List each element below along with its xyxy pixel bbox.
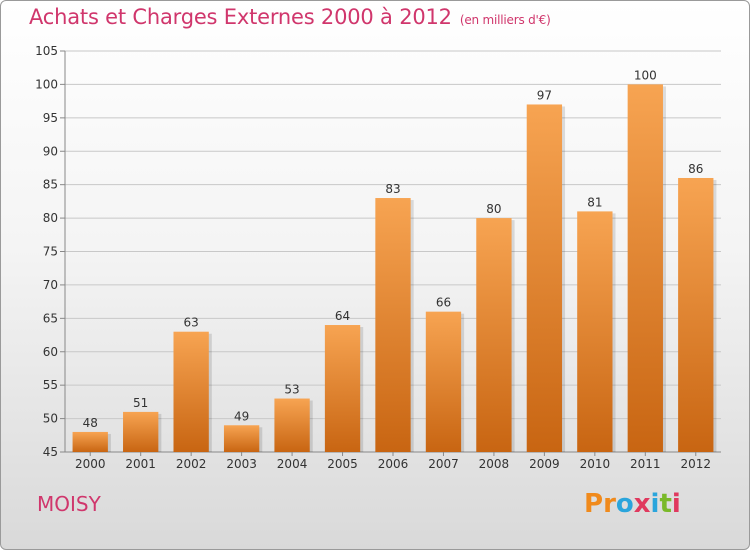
bar-2002 [173, 331, 209, 452]
bar-2008 [476, 218, 512, 452]
chart-title: Achats et Charges Externes 2000 à 2012 (e… [29, 5, 551, 29]
y-tick-label: 75 [43, 245, 58, 259]
y-tick-label: 90 [43, 144, 58, 158]
x-tick-label: 2001 [125, 457, 156, 471]
bar-value-label: 63 [184, 316, 199, 330]
bar-value-label: 64 [335, 309, 350, 323]
y-tick-label: 80 [43, 211, 58, 225]
bar-2004 [274, 398, 310, 452]
bar-2010 [577, 211, 613, 452]
logo-letter: i [650, 489, 660, 519]
labels-layer: 45 50 55 60 65 70 75 80 85 90 95 100 105 48 2000 51 2001… [35, 44, 711, 471]
x-tick-label: 2002 [176, 457, 207, 471]
logo-letter: P [584, 489, 604, 519]
logo-letter: r [603, 489, 616, 519]
bar-value-label: 97 [537, 88, 552, 102]
x-tick-label: 2008 [479, 457, 510, 471]
bar-value-label: 49 [234, 409, 249, 423]
bar-value-label: 48 [83, 416, 98, 430]
y-tick-label: 45 [43, 445, 58, 459]
bar-2011 [627, 84, 663, 453]
y-tick-label: 50 [43, 412, 58, 426]
logo-letter: o [615, 489, 634, 519]
x-tick-label: 2006 [378, 457, 409, 471]
x-tick-label: 2000 [75, 457, 106, 471]
x-tick-label: 2007 [428, 457, 459, 471]
x-tick-label: 2010 [580, 457, 611, 471]
y-tick-label: 105 [35, 44, 58, 58]
bars-layer [72, 84, 717, 453]
bar-2000 [72, 431, 108, 452]
x-tick-label: 2003 [226, 457, 257, 471]
y-tick-label: 70 [43, 278, 58, 292]
logo-letter: x [633, 489, 651, 519]
x-tick-label: 2004 [277, 457, 308, 471]
y-tick-label: 60 [43, 345, 58, 359]
x-tick-label: 2009 [529, 457, 560, 471]
bar-2012 [678, 177, 714, 452]
y-tick-label: 65 [43, 311, 58, 325]
bar-value-label: 83 [385, 182, 400, 196]
y-tick-label: 55 [43, 378, 58, 392]
bar-value-label: 80 [486, 202, 501, 216]
bar-2001 [123, 411, 159, 452]
x-tick-label: 2012 [680, 457, 711, 471]
y-tick-label: 100 [35, 77, 58, 91]
bar-value-label: 81 [587, 195, 602, 209]
logo-letter: t [659, 489, 672, 519]
x-tick-label: 2011 [630, 457, 661, 471]
bar-value-label: 86 [688, 162, 703, 176]
bar-2009 [526, 104, 563, 452]
y-tick-label: 95 [43, 111, 58, 125]
bar-2006 [375, 198, 411, 452]
town-name: MOISY [37, 492, 101, 516]
chart-subtitle: (en milliers d'€) [459, 13, 551, 27]
proxiti-logo[interactable]: Proxiti [584, 489, 681, 519]
bar-value-label: 100 [634, 68, 657, 82]
bar-2007 [425, 311, 462, 452]
bar-value-label: 66 [436, 296, 451, 310]
x-tick-label: 2005 [327, 457, 358, 471]
bar-value-label: 53 [284, 383, 299, 397]
y-tick-label: 85 [43, 178, 58, 192]
bar-value-label: 51 [133, 396, 148, 410]
logo-letter: i [671, 489, 681, 519]
bar-2005 [324, 325, 361, 452]
chart-title-text: Achats et Charges Externes 2000 à 2012 [29, 5, 452, 29]
bar-2003 [223, 425, 260, 452]
